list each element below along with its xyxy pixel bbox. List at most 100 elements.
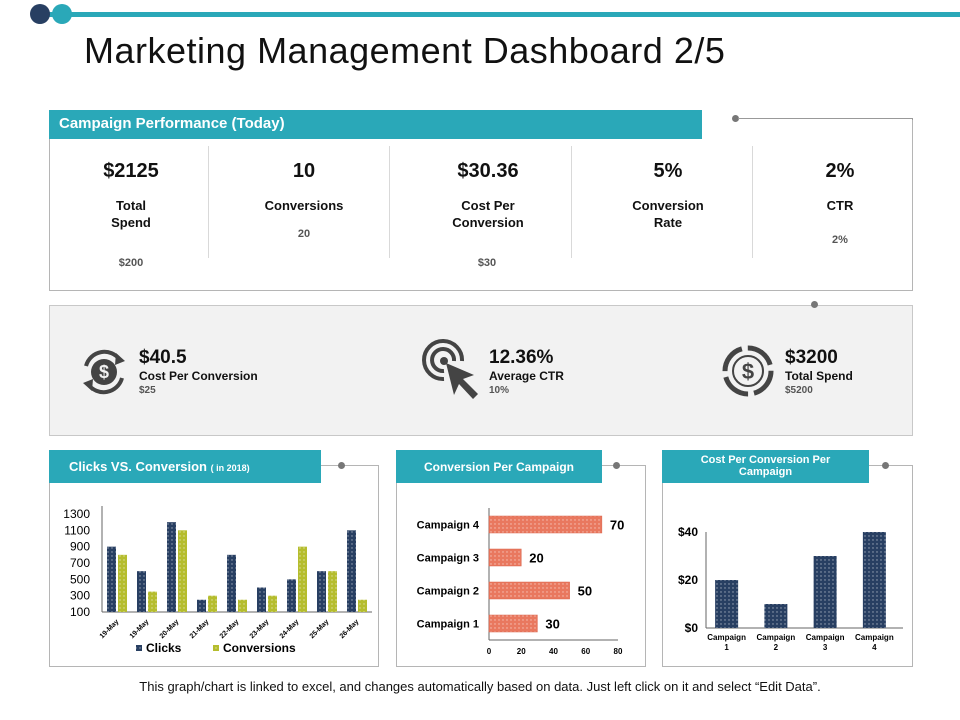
- x-tick-label: 21-May: [189, 618, 211, 640]
- campaign-performance-panel: [49, 118, 913, 291]
- x-tick-label: 4: [872, 643, 877, 652]
- bar-clicks: [107, 546, 116, 612]
- y-tick-label: 1300: [63, 507, 90, 521]
- clicks-vs-conversion-chart: 100 300 500 700 900 1100 1300 19-May 19-May 20-Ma…: [63, 506, 372, 655]
- x-tick-label: 1: [724, 643, 729, 652]
- kpi-label-line: Rate: [653, 215, 683, 230]
- page-title: Marketing Management Dashboard 2/5: [84, 30, 726, 71]
- kpi-label-line: Conversion: [452, 215, 524, 230]
- bar-conversions: [178, 530, 187, 612]
- bar-conversions: [328, 571, 337, 612]
- conversion-per-campaign-chart: 0 20 40 60 80 Campaign 1 30 Campaign 2 50 Campaig…: [417, 508, 624, 656]
- x-tick-label: 20-May: [159, 618, 181, 640]
- y-category-label: Campaign 1: [417, 619, 479, 631]
- y-tick-label: 1100: [64, 523, 90, 537]
- legend-swatch-clicks: [136, 645, 142, 651]
- bar-conversions: [358, 599, 367, 612]
- kpi-divider: [752, 146, 753, 258]
- summary-sub: $25: [139, 385, 156, 396]
- x-tick-label: Campaign: [707, 633, 746, 642]
- bar-conversions: [298, 546, 307, 612]
- legend-label: Clicks: [146, 641, 182, 655]
- kpi-ctr: 2% CTR: [760, 160, 920, 214]
- x-tick-label: 25-May: [309, 618, 331, 640]
- y-category-label: Campaign 2: [417, 586, 479, 598]
- kpi-value: $30.36: [457, 160, 519, 182]
- cost-chart-header: Cost Per Conversion Per Campaign: [662, 450, 869, 483]
- legend-label: Conversions: [223, 641, 296, 655]
- connector-dot: [882, 462, 889, 469]
- connector-dot: [732, 115, 739, 122]
- svg-text:$: $: [742, 359, 754, 384]
- summary-label: Total Spend: [785, 369, 853, 383]
- summary-value: $40.5: [139, 347, 187, 368]
- bar-campaign: [488, 581, 570, 600]
- kpi-total-spend: $2125 Total Spend: [51, 160, 211, 231]
- bar-conversions: [118, 554, 127, 612]
- x-tick-label: 3: [823, 643, 828, 652]
- x-tick-label: 19-May: [129, 618, 151, 640]
- y-tick-label: 100: [70, 605, 90, 619]
- x-tick-label: 40: [549, 647, 558, 656]
- header-rule: [40, 12, 960, 17]
- y-tick-label: 300: [70, 589, 90, 603]
- x-tick-label: 0: [487, 647, 492, 656]
- bar-conversions: [208, 595, 217, 612]
- bar-value-label: 70: [610, 518, 624, 533]
- bar-cost: [764, 604, 788, 628]
- clicks-chart-title: Clicks VS. Conversion: [69, 459, 207, 474]
- bar-conversions: [268, 595, 277, 612]
- bar-clicks: [287, 579, 296, 612]
- summary-label: Average CTR: [489, 369, 564, 383]
- clicks-chart-panel: [49, 465, 379, 667]
- x-tick-label: 60: [581, 647, 590, 656]
- y-tick-label: 900: [70, 540, 90, 554]
- kpi-label-line: Total: [115, 198, 147, 213]
- campaign-performance-header: Campaign Performance (Today): [49, 110, 702, 139]
- bar-campaign: [488, 548, 522, 567]
- x-tick-label: 22-May: [219, 618, 241, 640]
- bar-value-label: 30: [545, 617, 559, 632]
- svg-text:$: $: [99, 362, 109, 382]
- x-tick-label: Campaign: [806, 633, 845, 642]
- y-tick-label: $20: [678, 573, 698, 587]
- bar-campaign: [488, 515, 603, 534]
- kpi-label-line: Cost Per: [461, 198, 515, 213]
- bar-cost: [715, 580, 739, 628]
- summary-value: 12.36%: [489, 347, 554, 368]
- kpi-label: Conversions: [264, 198, 344, 213]
- bar-cost: [862, 532, 886, 628]
- kpi-label: Total Spend: [51, 197, 211, 231]
- summary-value: $3200: [785, 347, 838, 368]
- clicks-chart-title-note: ( in 2018): [210, 463, 250, 473]
- y-category-label: Campaign 4: [417, 520, 480, 532]
- connector-dot: [613, 462, 620, 469]
- summary-label: Cost Per Conversion: [139, 369, 258, 383]
- bar-clicks: [227, 554, 236, 612]
- y-category-label: Campaign 3: [417, 553, 479, 565]
- x-tick-label: 19-May: [99, 618, 121, 640]
- bar-value-label: 20: [529, 551, 543, 566]
- footer-note: This graph/chart is linked to excel, and…: [139, 679, 821, 694]
- kpi-sub: $200: [118, 257, 144, 269]
- kpi-divider: [571, 146, 572, 258]
- cost-per-conversion-chart: $0$20$40Campaign1Campaign2Campaign3Campa…: [678, 525, 903, 652]
- summary-sub: 10%: [489, 385, 510, 396]
- kpi-value: 2%: [825, 160, 855, 182]
- bar-conversions: [148, 591, 157, 612]
- kpi-divider: [389, 146, 390, 258]
- campaign-chart-header: Conversion Per Campaign: [396, 450, 602, 483]
- kpi-conversion-rate: 5% Conversion Rate: [588, 160, 748, 231]
- legend-swatch-conversions: [213, 645, 219, 651]
- kpi-value: 5%: [653, 160, 683, 182]
- kpi-label: CTR: [826, 198, 854, 213]
- connector-dot: [338, 462, 345, 469]
- y-tick-label: 700: [70, 556, 90, 570]
- x-tick-label: Campaign: [855, 633, 894, 642]
- bar-clicks: [257, 587, 266, 612]
- x-tick-label: 23-May: [249, 618, 271, 640]
- header-dot-dark: [30, 4, 50, 24]
- bar-cost: [813, 556, 837, 628]
- bar-value-label: 50: [578, 584, 592, 599]
- bar-clicks: [167, 522, 176, 612]
